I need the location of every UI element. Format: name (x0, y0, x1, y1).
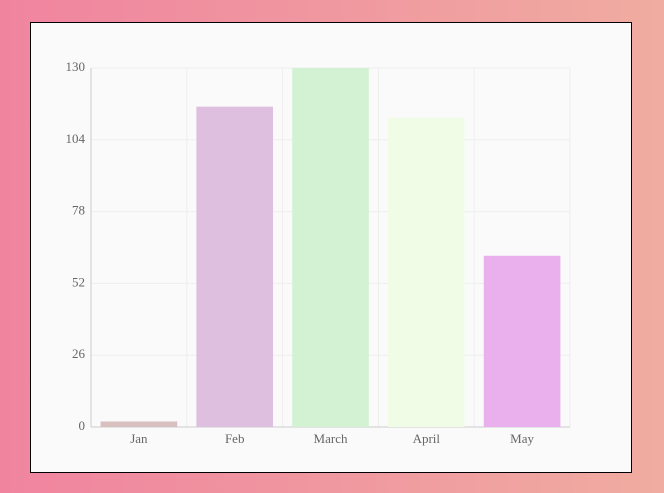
y-tick-label: 78 (72, 203, 85, 218)
y-tick-label: 0 (79, 418, 86, 433)
bar (387, 117, 465, 427)
y-tick-label: 26 (72, 346, 86, 361)
x-tick-label: Jan (130, 431, 148, 446)
y-tick-label: 104 (66, 131, 86, 146)
x-tick-label: March (314, 431, 348, 446)
x-tick-label: Feb (225, 431, 245, 446)
bar (483, 255, 561, 427)
bar (100, 421, 178, 427)
x-tick-label: April (413, 431, 441, 446)
bar (292, 68, 369, 427)
y-tick-label: 52 (72, 274, 85, 289)
x-tick-label: May (510, 431, 534, 446)
bar (196, 106, 274, 428)
y-tick-label: 130 (66, 59, 86, 74)
